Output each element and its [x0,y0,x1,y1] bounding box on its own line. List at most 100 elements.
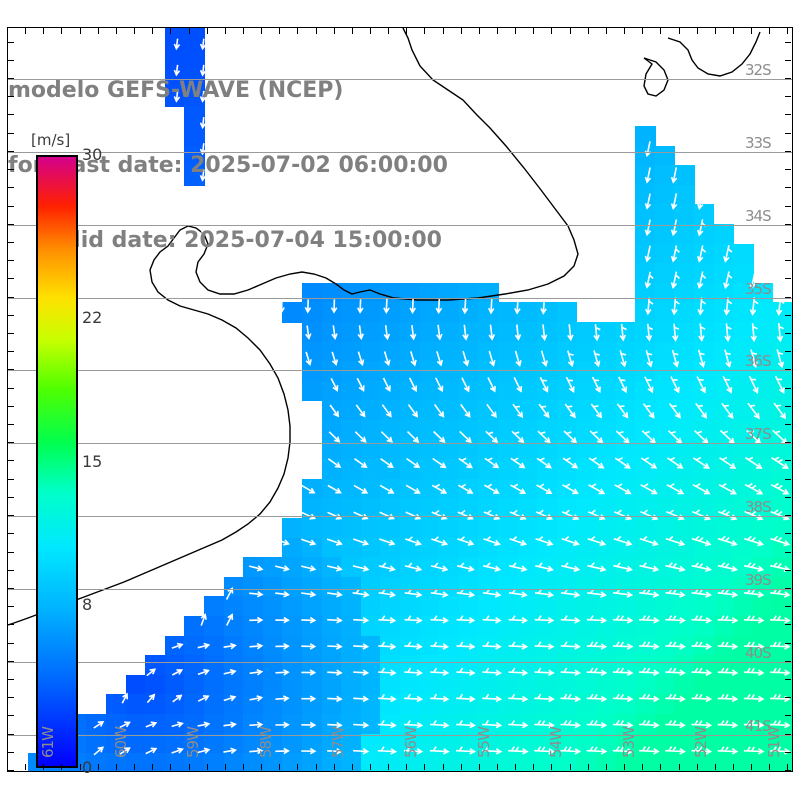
raster-cell [478,478,499,500]
axis-tick-bottom [515,764,517,770]
raster-cell [302,655,323,676]
axis-tick-bottom [224,764,226,770]
axis-tick-bottom [551,764,553,770]
raster-cell [478,380,499,402]
raster-cell [419,635,440,656]
axis-tick-bottom [242,764,244,770]
raster-cell [262,714,284,735]
raster-cell [556,655,578,676]
raster-cell [733,518,754,539]
raster-cell [400,478,421,500]
raster-cell [615,341,636,362]
axis-tick-top [224,28,226,34]
raster-cell [341,674,362,696]
raster-cell [184,126,205,147]
raster-cell [596,557,617,578]
axis-tick-left [8,223,14,225]
raster-cell [556,518,578,539]
raster-cell [341,537,362,558]
raster-cell [694,341,715,362]
raster-cell [282,596,303,617]
axis-tick-right [785,150,791,152]
axis-tick-top [660,28,662,34]
gridline-horizontal [8,588,792,590]
raster-cell [164,635,186,656]
raster-cell [674,380,695,402]
axis-tick-top [587,28,589,34]
longitude-label: 55W [474,727,493,758]
raster-cell [458,576,480,598]
raster-cell [341,459,362,480]
raster-cell [321,498,342,519]
raster-cell [478,302,499,323]
longitude-label: 60W [111,727,130,758]
raster-cell [654,224,676,245]
raster-cell [615,400,636,421]
raster-cell [635,596,656,617]
raster-cell [302,616,323,637]
axis-tick-top [787,28,789,34]
raster-cell [733,674,754,696]
axis-tick-top [333,28,335,34]
raster-cell [596,341,617,362]
raster-cell [674,341,695,362]
raster-cell [243,596,264,617]
raster-cell [537,302,558,323]
axis-tick-top [515,28,517,34]
axis-tick-left [8,169,14,170]
raster-cell [537,655,558,676]
raster-cell [537,478,558,500]
raster-cell [733,263,754,284]
raster-cell [262,576,284,598]
latitude-label: 36S [745,352,772,371]
raster-cell [752,341,774,362]
raster-cell [498,557,519,578]
raster-cell [223,733,244,754]
raster-cell [439,596,460,617]
raster-cell [439,714,460,735]
raster-cell [184,655,205,676]
raster-cell [772,655,792,676]
raster-cell [380,674,401,696]
raster-cell [674,322,695,343]
raster-cell [713,439,734,460]
axis-tick-left [8,624,14,626]
axis-tick-top [769,28,771,34]
raster-cell [556,616,578,637]
raster-cell [537,341,558,362]
raster-cell [537,576,558,598]
raster-cell [400,616,421,637]
raster-cell [635,263,656,284]
axis-tick-right [785,132,791,134]
axis-tick-left [8,442,14,444]
colorbar-tick-label: 8 [82,594,93,614]
raster-cell [576,439,597,460]
raster-cell [282,714,303,735]
raster-cell [282,635,303,656]
raster-cell [360,576,382,598]
raster-cell [125,674,146,696]
raster-cell [752,420,774,441]
raster-cell [360,400,382,421]
axis-tick-top [442,28,444,34]
axis-tick-left [8,606,14,608]
raster-cell [752,557,774,578]
axis-tick-right [785,187,791,189]
raster-cell [694,714,715,735]
axis-tick-right [785,587,791,589]
axis-tick-left [8,205,14,207]
axis-tick-left [8,715,14,717]
raster-cell [282,518,303,539]
raster-cell [164,674,186,696]
axis-tick-right [785,442,791,444]
colorbar-tick-label: 30 [82,145,103,164]
axis-tick-top [79,28,81,34]
axis-tick-top [497,28,498,34]
raster-cell [576,714,597,735]
raster-cell [419,537,440,558]
raster-cell [498,380,519,402]
axis-tick-top [242,28,244,34]
raster-cell [302,518,323,539]
raster-cell [635,243,656,264]
raster-cell [517,439,538,460]
